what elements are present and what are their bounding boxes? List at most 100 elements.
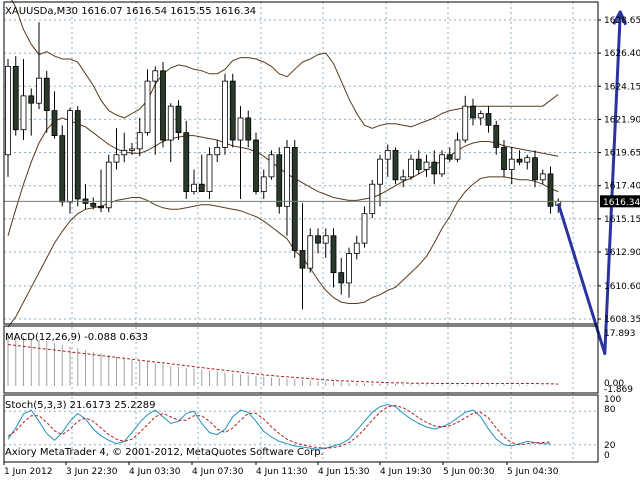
time-tick-label: 4 Jun 11:30 — [256, 467, 308, 477]
candle-body — [532, 157, 538, 181]
candle-body — [183, 132, 190, 192]
candle-body — [152, 70, 159, 82]
current-price-tag — [600, 195, 640, 208]
candle-body — [439, 154, 445, 175]
time-tick-label: 1 Jun 2012 — [4, 467, 52, 477]
time-tick-label: 4 Jun 07:30 — [192, 467, 244, 477]
candle-body — [346, 253, 352, 284]
macd-label: MACD(12,26,9) -0.088 0.633 — [5, 332, 148, 343]
stochastic-panel — [7, 403, 551, 450]
candle-body — [470, 105, 476, 119]
candle-body — [28, 95, 35, 104]
stoch-scale-80: 80 — [604, 405, 616, 415]
time-tick-label: 5 Jun 00:30 — [443, 467, 495, 477]
stoch-scale-0: 0 — [604, 451, 610, 461]
candle-body — [369, 183, 376, 215]
forecast-arrow-path — [556, 11, 622, 356]
macd-panel-border — [3, 325, 599, 394]
forecast-arrow — [556, 10, 628, 356]
time-tick-label: 4 Jun 03:30 — [129, 467, 181, 477]
price-axis: 1628.65 1626.40 1624.15 1621.90 1619.65 1617.… — [598, 16, 640, 325]
bollinger-bands — [7, 0, 559, 328]
candle-body — [454, 139, 461, 160]
candle-body — [5, 65, 11, 156]
candle-body — [485, 113, 492, 126]
candle-body — [160, 70, 166, 141]
candle-body — [260, 176, 267, 192]
candle-body — [392, 149, 399, 181]
price-tick-label: 1626.40 — [604, 49, 640, 59]
candle-body — [191, 183, 197, 192]
candle-body — [315, 235, 321, 244]
candle-body — [214, 147, 221, 156]
candle-body — [206, 154, 213, 192]
stoch-main-line — [7, 403, 551, 450]
price-tick-label: 1615.15 — [604, 215, 640, 225]
candle-body — [268, 154, 275, 178]
macd-scale-top: 17.893 — [604, 329, 636, 339]
candle-body — [12, 65, 19, 131]
candle-body — [423, 161, 430, 170]
stoch-scale-100: 100 — [604, 395, 621, 405]
candle-body — [144, 80, 151, 134]
candle-body — [74, 110, 81, 200]
candle-body — [98, 205, 104, 209]
candle-body — [493, 124, 500, 148]
band-middle — [7, 117, 559, 236]
price-tick-label: 1610.60 — [604, 282, 640, 292]
candle-body — [175, 105, 182, 134]
price-tick-label: 1619.65 — [604, 149, 640, 159]
time-tick-label: 5 Jun 04:30 — [507, 467, 559, 477]
candle-body — [20, 95, 27, 131]
candle-body — [43, 77, 50, 111]
candle-body — [361, 213, 368, 244]
candle-body — [524, 157, 531, 163]
candle-body — [136, 132, 143, 150]
candle-body — [167, 105, 174, 141]
price-tick-label: 1628.65 — [604, 16, 640, 26]
candle-body — [516, 158, 523, 163]
macd-panel — [7, 333, 559, 387]
time-tick-label: 3 Jun 22:30 — [66, 467, 118, 477]
stoch-label: Stoch(5,3,3) 21.6173 25.2289 — [5, 400, 156, 411]
candle-body — [539, 173, 546, 181]
price-tick-label: 1621.90 — [604, 115, 640, 125]
candle-body — [408, 158, 414, 178]
price-tick-label: 1624.15 — [604, 82, 640, 92]
candle-body — [276, 154, 283, 207]
stoch-scale-20: 20 — [604, 441, 616, 451]
candle-body — [547, 173, 554, 207]
time-tick-label: 4 Jun 19:30 — [380, 467, 432, 477]
candle-body — [222, 80, 228, 148]
price-panel-border — [3, 1, 599, 325]
macd-scale-zero: 0.00 — [604, 379, 624, 389]
candle-body — [330, 235, 337, 274]
candle-body — [338, 272, 345, 284]
candle-body — [237, 117, 244, 141]
candle-body — [299, 250, 306, 269]
candle-body — [446, 154, 453, 160]
candle-body — [253, 139, 259, 192]
stoch-signal-line — [7, 405, 551, 449]
candle-body — [415, 158, 422, 170]
candle-body — [245, 117, 252, 141]
current-price-label: 1616.34 — [603, 198, 640, 208]
candle-body — [113, 154, 120, 163]
candle-body — [307, 235, 314, 269]
candle-body — [508, 158, 515, 170]
symbol-header: XAUUSDa,M30 1616.07 1616.54 1615.55 1616… — [5, 6, 256, 17]
candle-body — [36, 77, 42, 104]
candle-body — [377, 158, 383, 185]
candle-body — [51, 110, 58, 137]
stoch-panel-border — [3, 394, 599, 463]
candle-body — [129, 148, 135, 151]
copyright-footer: Axiory MetaTrader 4, © 2001-2012, MetaQu… — [5, 447, 324, 458]
candle-body — [400, 176, 407, 181]
candle-body — [501, 147, 507, 170]
candle-body — [284, 147, 290, 207]
candle-body — [121, 149, 128, 156]
candle-body — [291, 147, 298, 251]
macd-scale-bottom: -1.869 — [604, 385, 633, 395]
candle-body — [59, 135, 66, 203]
